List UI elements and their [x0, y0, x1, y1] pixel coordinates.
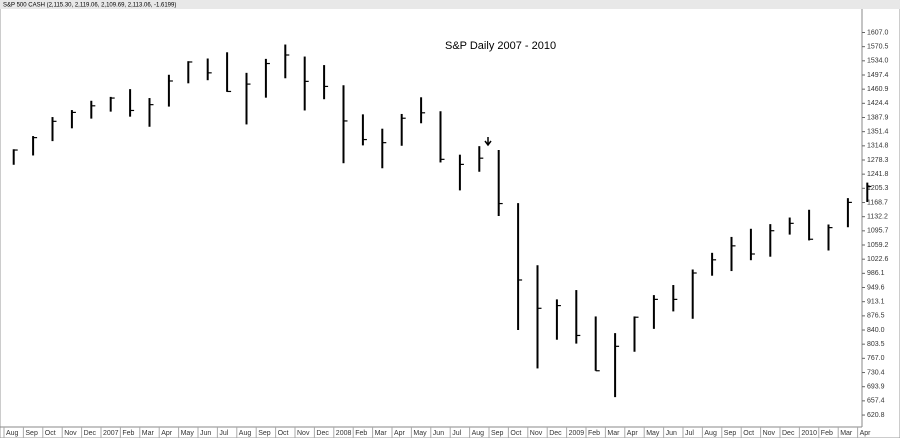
x-tick-label: Aug — [704, 430, 717, 437]
x-tick-label: 2007 — [103, 430, 119, 437]
x-tick-label: Dec — [782, 430, 795, 437]
x-tick-label: Nov — [763, 430, 776, 437]
y-tick-label: 1095.7 — [867, 228, 889, 235]
x-tick-label: 2009 — [569, 430, 585, 437]
x-tick-label: Feb — [355, 430, 367, 437]
x-tick-label: Jul — [452, 430, 461, 437]
x-tick-label: Sep — [258, 430, 271, 437]
x-tick-label: Mar — [375, 430, 388, 437]
y-tick-label: 949.6 — [867, 284, 885, 291]
x-tick-label: Oct — [278, 430, 289, 437]
y-tick-label: 1059.2 — [867, 242, 889, 249]
x-tick-label: Sep — [25, 430, 38, 437]
x-tick-label: Apr — [860, 430, 872, 437]
x-tick-label: Jun — [433, 430, 444, 437]
x-tick-label: Oct — [743, 430, 754, 437]
x-tick-label: 2010 — [801, 430, 817, 437]
x-tick-label: Apr — [627, 430, 639, 437]
y-tick-label: 1168.7 — [867, 199, 888, 206]
y-tick-label: 1132.2 — [867, 214, 888, 221]
x-tick-label: Aug — [6, 430, 19, 437]
x-tick-label: Apr — [161, 430, 173, 437]
x-tick-label: Nov — [297, 430, 310, 437]
y-tick-label: 1387.9 — [867, 114, 889, 121]
x-tick-label: Jun — [200, 430, 211, 437]
arrow — [484, 137, 492, 147]
y-tick-label: 1241.8 — [867, 171, 889, 178]
x-tick-label: Aug — [239, 430, 252, 437]
x-tick-label: Sep — [724, 430, 737, 437]
x-tick-label: Oct — [510, 430, 521, 437]
x-tick-label: Dec — [84, 430, 97, 437]
y-tick-label: 1351.4 — [867, 128, 889, 135]
y-tick-label: 620.8 — [867, 412, 885, 419]
y-tick-label: 803.5 — [867, 341, 885, 348]
x-tick-label: Jun — [666, 430, 677, 437]
y-tick-label: 913.1 — [867, 299, 885, 306]
x-tick-label: Mar — [840, 430, 853, 437]
x-tick-label: Mar — [142, 430, 155, 437]
y-tick-label: 840.0 — [867, 327, 885, 334]
y-tick-label: 1534.0 — [867, 58, 889, 65]
header: S&P 500 CASH (2,115.30, 2,119.06, 2,109.… — [3, 3, 176, 9]
x-tick-label: Feb — [122, 430, 134, 437]
y-tick-label: 1278.3 — [867, 157, 889, 164]
y-tick-label: 1205.3 — [867, 185, 889, 192]
y-tick-label: 1607.0 — [867, 29, 889, 36]
x-tick-label: May — [181, 430, 195, 437]
y-tick-label: 1022.6 — [867, 256, 889, 263]
x-tick-label: Oct — [45, 430, 56, 437]
x-tick-label: 2008 — [336, 430, 352, 437]
x-tick-label: Mar — [607, 430, 620, 437]
x-tick-label: May — [646, 430, 660, 437]
y-tick-label: 693.9 — [867, 384, 885, 391]
x-tick-label: Jul — [219, 430, 228, 437]
x-tick-label: Dec — [316, 430, 329, 437]
x-tick-label: Apr — [394, 430, 406, 437]
x-tick-label: Dec — [549, 430, 562, 437]
y-tick-label: 730.4 — [867, 369, 885, 376]
x-tick-label: Nov — [64, 430, 77, 437]
y-tick-label: 986.1 — [867, 270, 885, 277]
x-tick-label: Sep — [491, 430, 504, 437]
y-tick-label: 1497.4 — [867, 72, 889, 79]
header-bar — [0, 0, 900, 9]
y-tick-label: 1460.9 — [867, 86, 889, 93]
x-tick-label: Feb — [821, 430, 833, 437]
x-tick-label: Jul — [685, 430, 694, 437]
y-tick-label: 767.0 — [867, 355, 885, 362]
y-tick-label: 876.5 — [867, 313, 885, 320]
x-tick-label: Feb — [588, 430, 600, 437]
y-tick-label: 657.4 — [867, 398, 885, 405]
chart-title: S&P Daily 2007 - 2010 — [445, 40, 556, 52]
y-tick-label: 1314.8 — [867, 143, 889, 150]
y-tick-label: 1424.4 — [867, 100, 889, 107]
x-tick-label: Nov — [530, 430, 543, 437]
x-tick-label: Aug — [472, 430, 485, 437]
y-tick-label: 1570.5 — [867, 44, 889, 51]
x-tick-label: May — [413, 430, 427, 437]
